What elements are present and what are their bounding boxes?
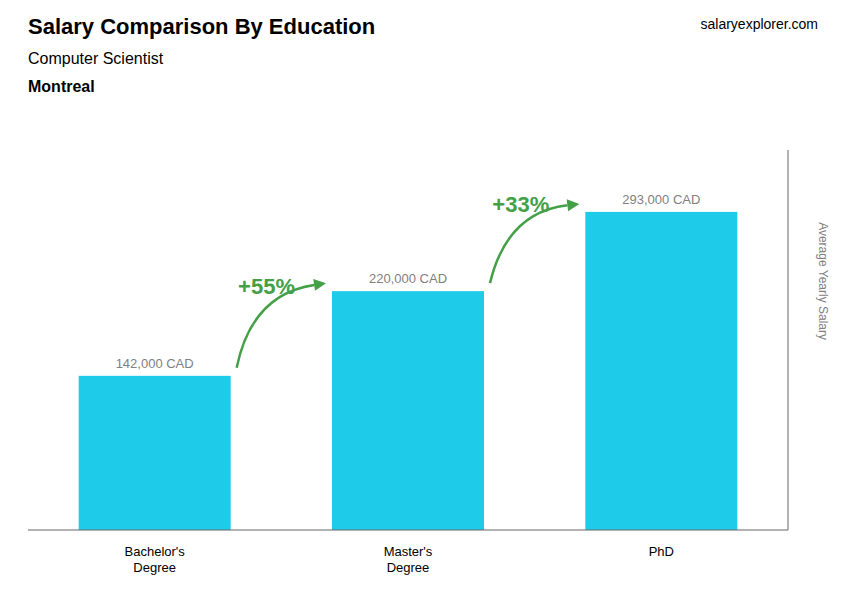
html-text:Computer Scientist: Computer Scientist xyxy=(28,50,164,67)
svg-text:293,000 CAD: 293,000 CAD xyxy=(622,192,700,207)
html-text:salaryexplorer.com: salaryexplorer.com xyxy=(700,16,818,32)
svg-text:Bachelor'sDegree: Bachelor'sDegree xyxy=(125,544,186,575)
svg-text:+33%: +33% xyxy=(492,192,549,217)
svg-text:PhD: PhD xyxy=(649,544,674,559)
html-text:Montreal: Montreal xyxy=(28,78,95,95)
svg-text:+55%: +55% xyxy=(238,274,295,299)
html-text:Salary Comparison By Education: Salary Comparison By Education xyxy=(28,14,376,39)
svg-text:Master'sDegree: Master'sDegree xyxy=(384,544,433,575)
svg-text:Average Yearly Salary: Average Yearly Salary xyxy=(816,222,830,340)
svg-text:220,000 CAD: 220,000 CAD xyxy=(369,271,447,286)
svg-text:142,000 CAD: 142,000 CAD xyxy=(116,356,194,371)
